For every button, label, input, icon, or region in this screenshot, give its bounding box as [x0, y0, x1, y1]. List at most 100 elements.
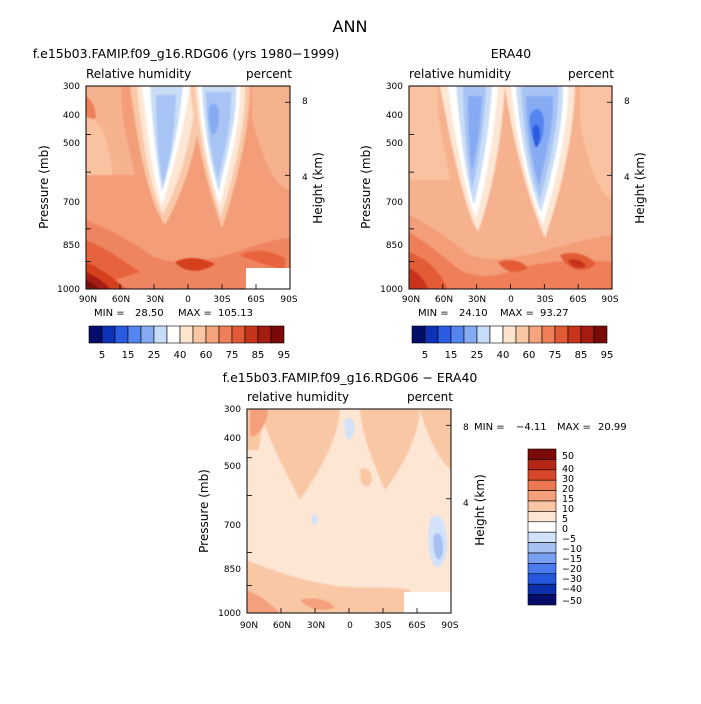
- panel-obs-stats: MIN = 24.10 MAX = 93.27: [418, 308, 569, 319]
- x-tick-label: 30S: [536, 295, 553, 305]
- colorbar-swatch: [166, 325, 181, 344]
- colorbar-swatch: [527, 552, 557, 564]
- colorbar-swatch: [527, 448, 557, 460]
- panel-model: f.e15b03.FAMIP.f09_g16.RDG06 (yrs 1980−1…: [33, 46, 340, 361]
- colorbar-swatch: [527, 500, 557, 512]
- panel-obs-title: ERA40: [491, 46, 532, 61]
- height-tick-label: 4: [302, 173, 308, 183]
- panel-diff-contours: [247, 409, 451, 613]
- x-tick-label: 60N: [273, 621, 291, 631]
- min-label: MIN =: [418, 308, 449, 319]
- colorbar-swatch: [179, 325, 194, 344]
- panel-diff-stats: MIN = −4.11 MAX = 20.99: [474, 422, 627, 433]
- x-tick-label: 90S: [441, 621, 458, 631]
- x-tick-label: 60N: [435, 295, 453, 305]
- colorbar-swatch: [114, 325, 129, 344]
- colorbar-swatch: [528, 325, 543, 344]
- max-label: MAX =: [557, 422, 591, 433]
- y-tick-label: 700: [224, 521, 241, 531]
- y-tick-label: 1000: [380, 285, 403, 295]
- colorbar-swatch: [527, 459, 557, 471]
- max-label: MAX =: [500, 308, 534, 319]
- x-tick-label: 30N: [146, 295, 164, 305]
- colorbar-swatch: [101, 325, 116, 344]
- panel-obs-height-axis: 8 4: [624, 97, 630, 183]
- colorbar-swatches: [527, 448, 557, 606]
- y-tick-label: 500: [386, 139, 403, 149]
- colorbar-swatch: [527, 542, 557, 554]
- colorbar-labels: 50 40 30 20 15 10 5 0 −5 −10 −15 −20 −30…: [562, 451, 582, 607]
- colorbar-swatch: [527, 531, 557, 543]
- panel-obs-right-label: percent: [568, 67, 614, 81]
- x-tick-label: 30N: [307, 621, 325, 631]
- colorbar-label: 25: [148, 350, 161, 361]
- colorbar-swatch: [527, 511, 557, 523]
- min-value: −4.11: [516, 422, 547, 433]
- panel-model-colorbar: 5 15 25 40 60 75 85 95: [88, 325, 290, 361]
- colorbar-swatch: [515, 325, 530, 344]
- colorbar-swatch: [127, 325, 142, 344]
- x-tick-label: 60N: [112, 295, 130, 305]
- colorbar-swatch: [527, 479, 557, 491]
- colorbar-swatch: [270, 325, 285, 344]
- colorbar-label: −20: [562, 564, 582, 575]
- colorbar-swatches: [88, 325, 285, 344]
- panel-model-height-axis: 8 4: [302, 97, 308, 183]
- colorbar-swatch: [437, 325, 452, 344]
- min-label: MIN =: [94, 308, 125, 319]
- x-tick-label: 60S: [569, 295, 586, 305]
- y-tick-label: 400: [386, 111, 403, 121]
- colorbar-label: 75: [226, 350, 239, 361]
- y-tick-label: 400: [224, 434, 241, 444]
- colorbar-labels: 5 15 25 40 60 75 85 95: [422, 350, 614, 361]
- colorbar-label: 40: [562, 464, 574, 475]
- colorbar-swatch: [205, 325, 220, 344]
- panel-obs-y2label: Height (km): [633, 152, 647, 223]
- x-tick-label: 90N: [402, 295, 420, 305]
- colorbar-label: 10: [562, 504, 574, 515]
- height-tick-label: 8: [463, 423, 469, 433]
- figure-title: ANN: [333, 17, 368, 36]
- x-tick-label: 90N: [240, 621, 258, 631]
- x-tick-label: 30S: [213, 295, 230, 305]
- height-tick-label: 8: [624, 97, 630, 107]
- colorbar-swatch: [140, 325, 155, 344]
- y-tick-label: 850: [224, 565, 241, 575]
- y-tick-label: 1000: [218, 609, 241, 619]
- x-tick-label: 30N: [468, 295, 486, 305]
- colorbar-label: 60: [200, 350, 213, 361]
- colorbar-label: 60: [523, 350, 536, 361]
- colorbar-swatches: [411, 325, 608, 344]
- y-tick-label: 1000: [57, 285, 80, 295]
- colorbar-swatch: [153, 325, 168, 344]
- panel-diff-colorbar: 50 40 30 20 15 10 5 0 −5 −10 −15 −20 −30…: [527, 448, 582, 607]
- colorbar-swatch: [593, 325, 608, 344]
- y-tick-label: 700: [386, 198, 403, 208]
- panel-model-contours: [86, 86, 290, 289]
- height-tick-label: 4: [463, 499, 469, 509]
- max-label: MAX =: [178, 308, 212, 319]
- panel-obs-contours: [409, 86, 612, 289]
- panel-obs-y-axis: 300 400 500 700 850 1000: [380, 82, 403, 295]
- panel-diff-y-axis: 300 400 500 700 850 1000: [218, 405, 241, 619]
- colorbar-label: −50: [562, 596, 582, 607]
- axis-tick-marks: [85, 85, 613, 614]
- panel-diff-title: f.e15b03.FAMIP.f09_g16.RDG06 − ERA40: [223, 370, 478, 385]
- x-tick-label: 30S: [374, 621, 391, 631]
- colorbar-label: −30: [562, 574, 582, 585]
- x-tick-label: 90S: [601, 295, 618, 305]
- panel-diff-left-label: relative humidity: [247, 390, 349, 404]
- colorbar-swatch: [554, 325, 569, 344]
- colorbar-swatch: [527, 469, 557, 481]
- colorbar-label: 30: [562, 474, 574, 485]
- colorbar-label: 15: [445, 350, 458, 361]
- colorbar-label: 40: [497, 350, 510, 361]
- colorbar-swatch: [424, 325, 439, 344]
- colorbar-swatch: [218, 325, 233, 344]
- x-tick-label: 0: [508, 295, 514, 305]
- panel-diff-y2label: Height (km): [473, 474, 487, 545]
- colorbar-label: 85: [252, 350, 265, 361]
- colorbar-label: 75: [549, 350, 562, 361]
- panel-obs-ylabel: Pressure (mb): [359, 145, 373, 229]
- y-tick-label: 300: [63, 82, 80, 92]
